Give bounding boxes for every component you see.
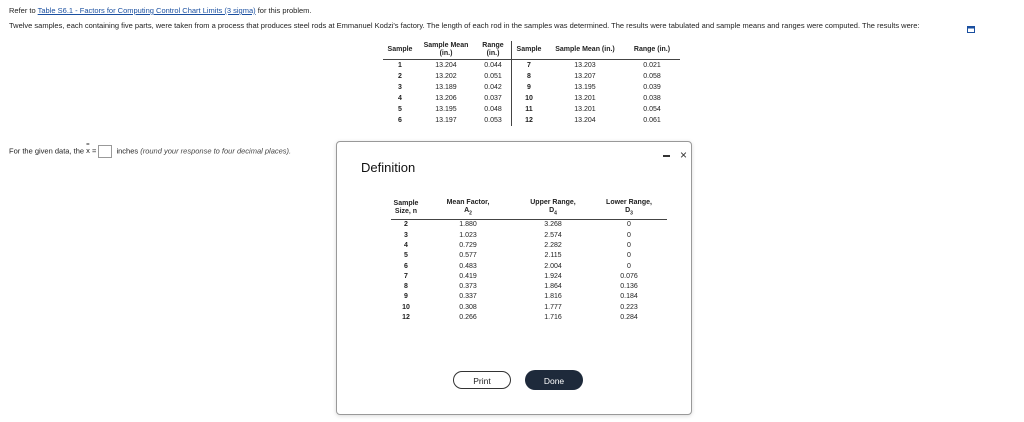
- definition-dialog: Definition: [336, 141, 692, 415]
- refer-line: Refer to Table S6.1 - Factors for Comput…: [9, 6, 312, 15]
- table-row: 6 0.483 2.004 0: [404, 262, 631, 270]
- col-lower-range: Lower Range, D3: [591, 199, 667, 221]
- minimize-icon[interactable]: [663, 154, 671, 157]
- table-row: 8 0.373 1.864 0.136: [404, 283, 638, 291]
- print-button[interactable]: Print: [453, 371, 511, 389]
- table-row: 2 13.202 0.051 8 13.207 0.058: [398, 71, 661, 82]
- control-chart-factors-table: Sample Size, n Mean Factor, A2 Upper Range…: [391, 199, 667, 323]
- question-prefix: For the given data, the: [9, 146, 87, 156]
- sample-data-table: Sample Sample Mean (in.) Range (in.) Sampl…: [383, 41, 680, 126]
- problem-text: Twelve samples, each containing five par…: [9, 21, 920, 30]
- refer-suffix: for this problem.: [255, 6, 312, 15]
- question-line: For the given data, the = x = inches (rou…: [9, 142, 292, 158]
- factors-header-row: Sample Size, n Mean Factor, A2 Upper Range…: [391, 199, 667, 221]
- table-row: 12 0.266 1.716 0.284: [402, 314, 638, 322]
- refer-prefix: Refer to: [9, 6, 38, 15]
- close-icon[interactable]: ×: [680, 148, 688, 162]
- table-row: 2 1.880 3.268 0: [404, 221, 631, 229]
- table-row: 5 13.195 0.048 11 13.201 0.054: [398, 104, 661, 115]
- col-upper-range: Upper Range, D4: [515, 199, 591, 221]
- table-row: 4 13.206 0.037 10 13.201 0.038: [398, 93, 661, 104]
- table-row: 7 0.419 1.924 0.076: [404, 272, 638, 280]
- data-table-header-row: Sample Sample Mean (in.) Range (in.) Sampl…: [383, 41, 680, 60]
- dialog-title: Definition: [361, 160, 416, 175]
- question-equals: =: [89, 146, 97, 156]
- table-row: 3 1.023 2.574 0: [404, 231, 631, 239]
- x-double-bar-answer-input[interactable]: [98, 145, 113, 158]
- factors-table-link[interactable]: Table S6.1 - Factors for Computing Contr…: [37, 6, 256, 15]
- table-row: 1 13.204 0.044 7 13.203 0.021: [383, 59, 680, 71]
- col-sample: Sample: [383, 41, 417, 60]
- table-row: 3 13.189 0.042 9 13.195 0.039: [398, 82, 661, 93]
- col-sample-mean: Sample Mean (in.): [417, 41, 475, 60]
- table-row: 6 13.197 0.053 12 13.204 0.061: [398, 115, 661, 126]
- col-range-2: Range (in.): [624, 41, 680, 60]
- x-double-bar-symbol: = x: [86, 142, 90, 156]
- col-sample-2: Sample: [511, 41, 546, 60]
- table-row: 5 0.577 2.115 0: [404, 252, 631, 260]
- table-row: 4 0.729 2.282 0: [404, 241, 631, 249]
- table-row: 9 0.337 1.816 0.184: [404, 293, 638, 301]
- col-sample-mean-2: Sample Mean (in.): [546, 41, 624, 60]
- col-range: Range (in.): [475, 41, 512, 60]
- table-row: 10 0.308 1.777 0.223: [402, 303, 638, 311]
- col-sample-size: Sample Size, n: [391, 199, 421, 221]
- col-mean-factor: Mean Factor, A2: [421, 199, 515, 221]
- question-unit: inches: [114, 146, 141, 156]
- expand-icon[interactable]: [967, 25, 975, 33]
- done-button[interactable]: Done: [525, 370, 583, 390]
- question-hint: (round your response to four decimal pla…: [140, 146, 292, 156]
